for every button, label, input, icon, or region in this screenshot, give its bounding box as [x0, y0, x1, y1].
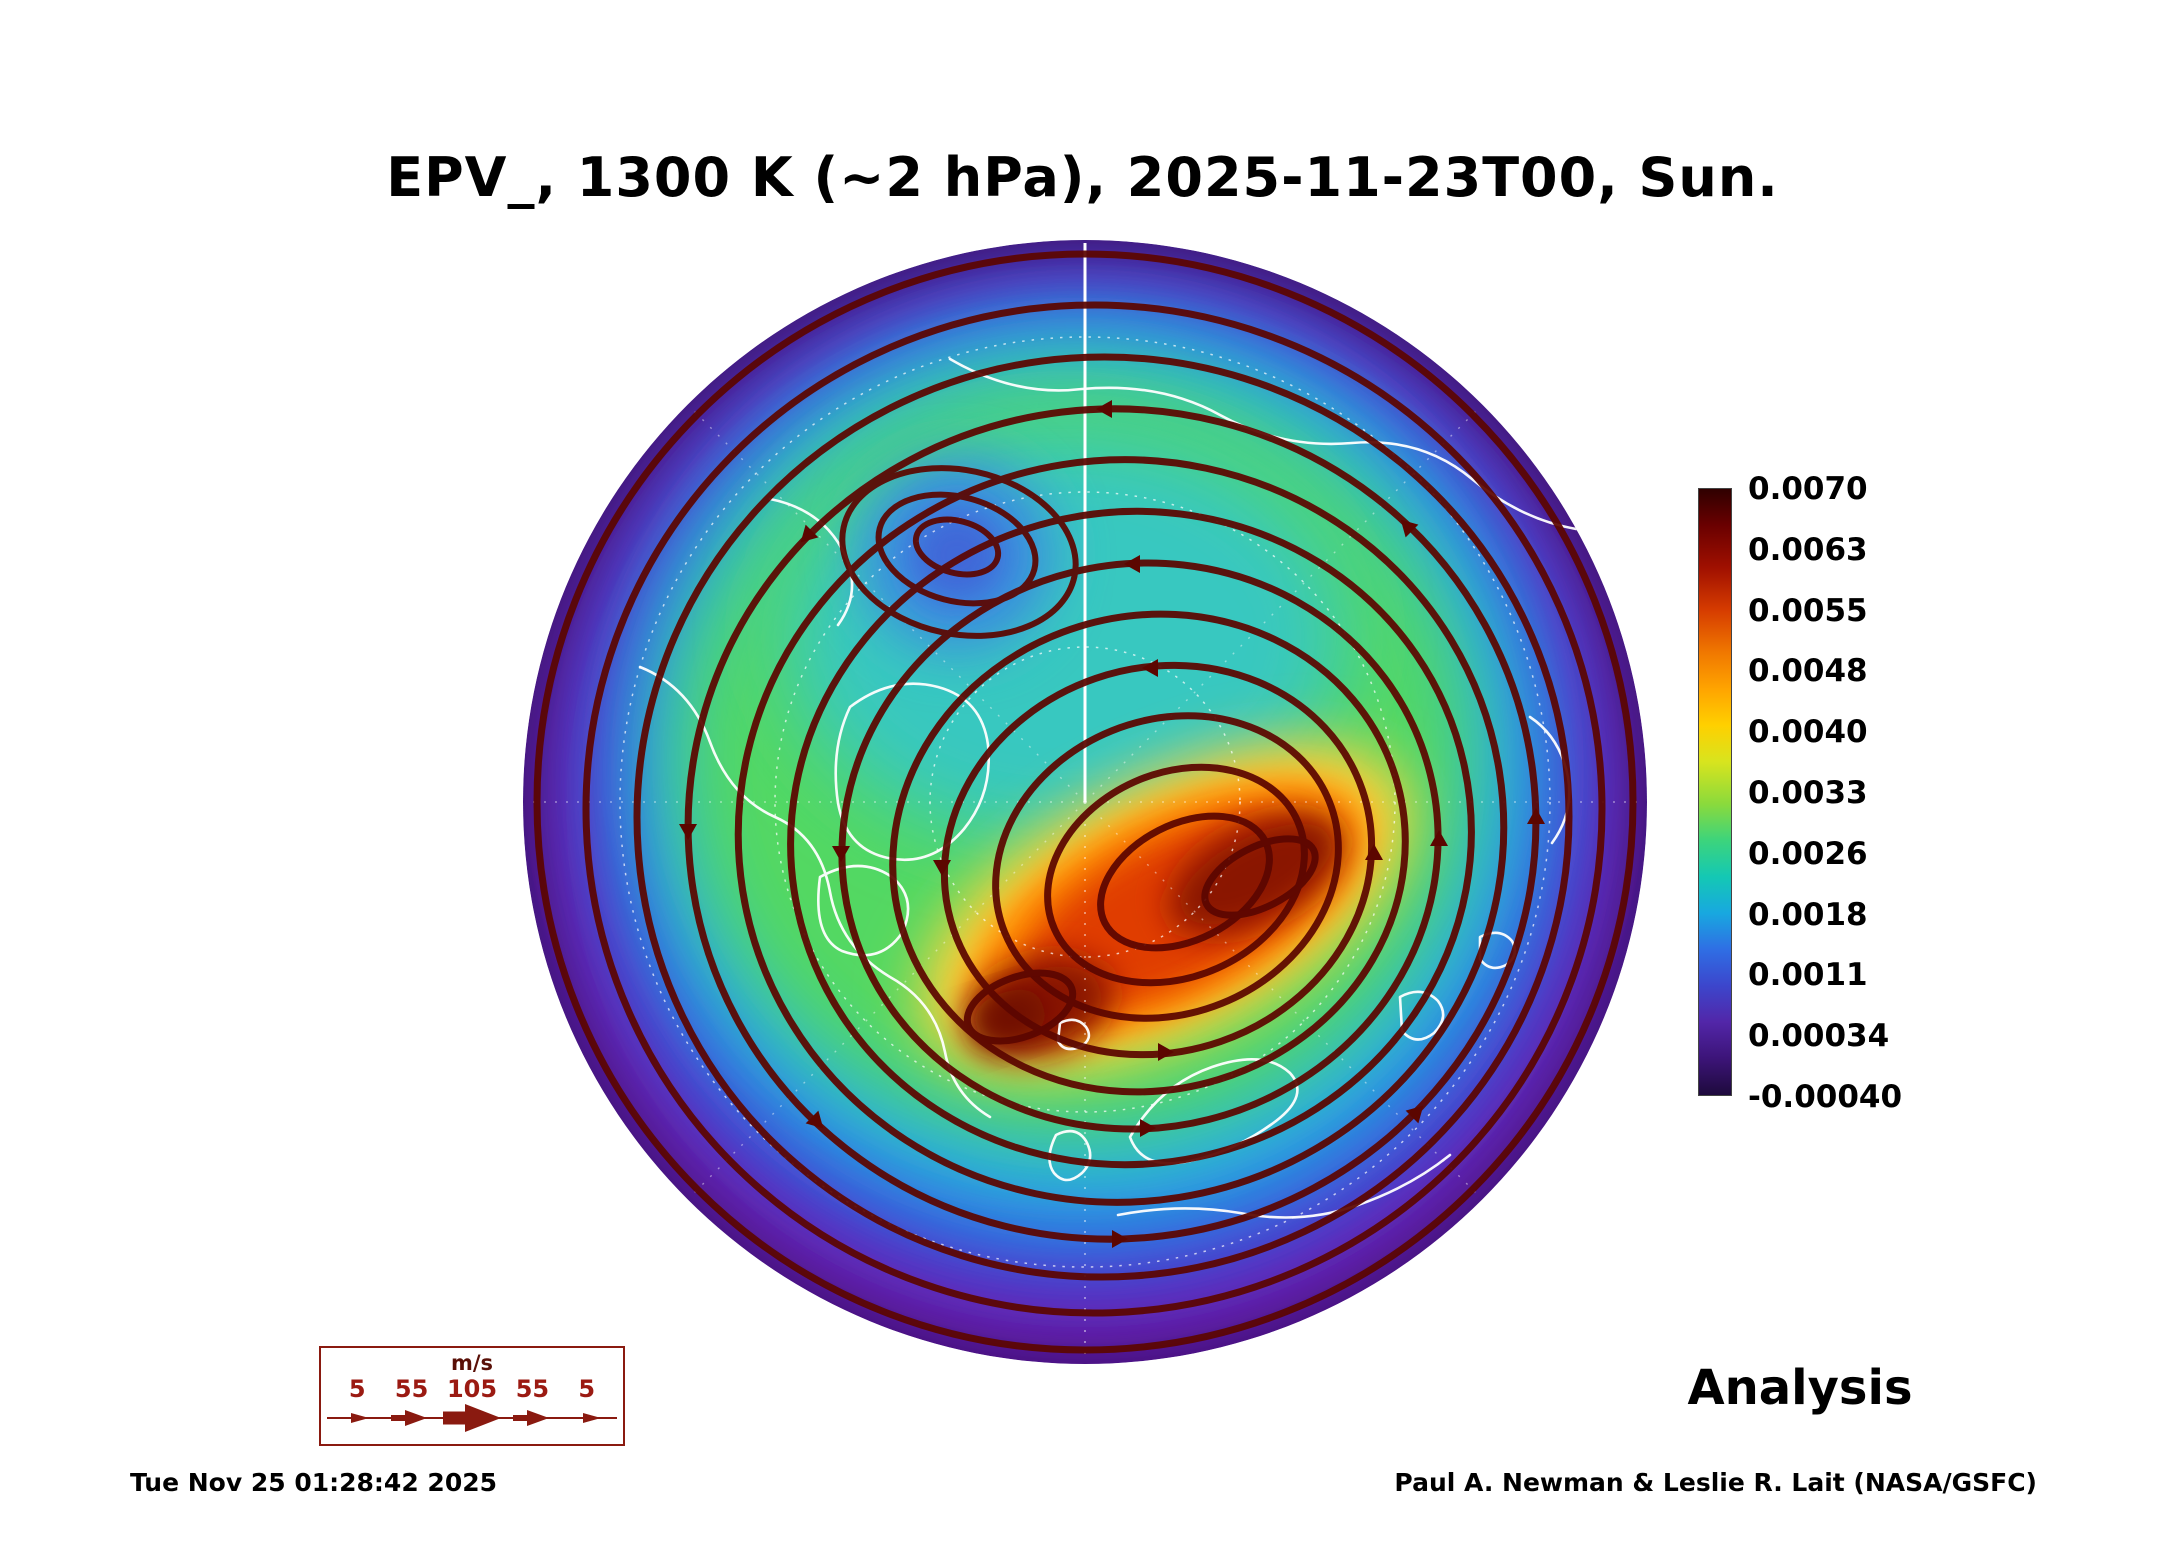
colorbar-tick-label: 0.0055	[1748, 593, 1868, 629]
wind-tick-label: 55	[515, 1375, 550, 1403]
colorbar-tick-label: 0.0048	[1748, 653, 1868, 689]
wind-unit-label: m/s	[450, 1351, 494, 1375]
colorbar-tick-label: 0.0011	[1748, 957, 1868, 993]
colorbar-tick-label: 0.0063	[1748, 532, 1868, 568]
wind-speed-legend: m/s 5 55 105 55 5	[319, 1346, 625, 1446]
wind-tick-label: 55	[394, 1375, 429, 1403]
wind-tick-label: 5	[348, 1375, 366, 1403]
wind-tick-label: 5	[578, 1375, 596, 1403]
epv-map	[523, 240, 1647, 1364]
streamlines	[533, 250, 1637, 1354]
colorbar-tick-label: -0.00040	[1748, 1079, 1903, 1115]
colorbar-tick-label: 0.0040	[1748, 714, 1868, 750]
analysis-label: Analysis	[1687, 1360, 1913, 1416]
graticule	[530, 243, 1640, 1359]
timestamp: Tue Nov 25 01:28:42 2025	[130, 1468, 498, 1497]
plot-title: EPV_, 1300 K (~2 hPa), 2025-11-23T00, Su…	[386, 146, 1779, 209]
wind-tick-label: 105	[446, 1375, 498, 1403]
streamline-arrow-icons	[679, 400, 1545, 1248]
colorbar-tick-label: 0.0026	[1748, 836, 1868, 872]
colorbar-tick-label: 0.0018	[1748, 897, 1868, 933]
colorbar-tick-label: 0.0070	[1748, 471, 1868, 507]
credit: Paul A. Newman & Leslie R. Lait (NASA/GS…	[1394, 1468, 2037, 1497]
wind-arrow-scale-icon	[327, 1404, 617, 1432]
colorbar-tick-label: 0.0033	[1748, 775, 1868, 811]
colorbar-tick-label: 0.00034	[1748, 1018, 1890, 1054]
colorbar-gradient	[1698, 488, 1732, 1096]
